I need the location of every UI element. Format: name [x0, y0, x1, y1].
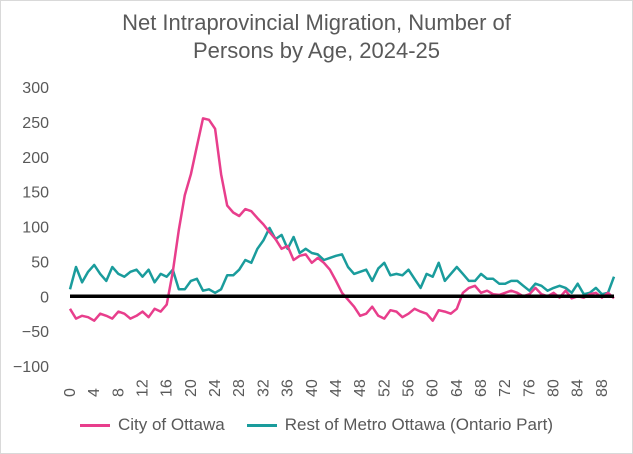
legend-swatch-rest-of-metro-ottawa [246, 423, 277, 427]
y-tick-label: 300 [22, 80, 49, 97]
legend-item-city-of-ottawa: City of Ottawa [79, 415, 225, 435]
x-tick-label: 12 [135, 379, 152, 397]
x-tick-label: 20 [183, 379, 200, 397]
series-line-city-of-ottawa [68, 117, 615, 322]
y-axis-ticks: −100 −50 0 50 100 150 200 250 300 [13, 80, 49, 376]
legend-label-rest-of-metro-ottawa: Rest of Metro Ottawa (Ontario Part) [284, 415, 554, 434]
x-tick-label: 52 [376, 379, 393, 397]
y-tick-label: −50 [22, 324, 49, 341]
x-tick-label: 80 [546, 379, 563, 397]
y-tick-label: 250 [22, 115, 49, 132]
x-tick-label: 4 [86, 388, 103, 397]
x-tick-label: 16 [159, 379, 176, 397]
legend-swatch-city-of-ottawa [79, 423, 110, 427]
x-tick-label: 32 [255, 379, 272, 397]
x-tick-label: 36 [280, 379, 297, 397]
x-tick-label: 0 [62, 388, 79, 397]
y-tick-label: −100 [13, 359, 49, 376]
y-tick-label: 150 [22, 185, 49, 202]
x-tick-label: 44 [328, 379, 345, 397]
x-tick-label: 28 [231, 379, 248, 397]
y-tick-label: 0 [40, 289, 49, 306]
series-line-rest-of-metro-ottawa [68, 226, 616, 296]
chart-title-line-1: Net Intraprovincial Migration, Number of [122, 10, 511, 35]
x-tick-label: 84 [570, 379, 587, 397]
x-tick-label: 8 [110, 388, 127, 397]
legend-label-city-of-ottawa: City of Ottawa [117, 415, 225, 434]
chart-title-line-2: Persons by Age, 2024-25 [192, 38, 441, 63]
x-tick-label: 64 [449, 379, 466, 397]
y-tick-label: 200 [22, 150, 49, 167]
legend: City of Ottawa Rest of Metro Ottawa (Ont… [1, 415, 632, 435]
x-tick-label: 48 [352, 379, 369, 397]
x-tick-label: 60 [425, 379, 442, 397]
y-tick-label: 100 [22, 220, 49, 237]
series-group [68, 117, 616, 322]
x-axis-ticks: 0 4 8 12 16 20 24 28 32 36 40 44 48 52 56 60 64 68 72 76 80 8… [62, 379, 611, 397]
x-tick-label: 40 [304, 379, 321, 397]
x-tick-label: 88 [594, 379, 611, 397]
x-tick-label: 56 [400, 379, 417, 397]
y-tick-label: 50 [31, 254, 49, 271]
x-tick-label: 72 [497, 379, 514, 397]
x-tick-label: 76 [521, 379, 538, 397]
legend-item-rest-of-metro-ottawa: Rest of Metro Ottawa (Ontario Part) [246, 415, 554, 435]
chart-title: Net Intraprovincial Migration, Number of… [1, 9, 632, 65]
x-tick-label: 24 [207, 379, 224, 397]
x-tick-label: 68 [473, 379, 490, 397]
